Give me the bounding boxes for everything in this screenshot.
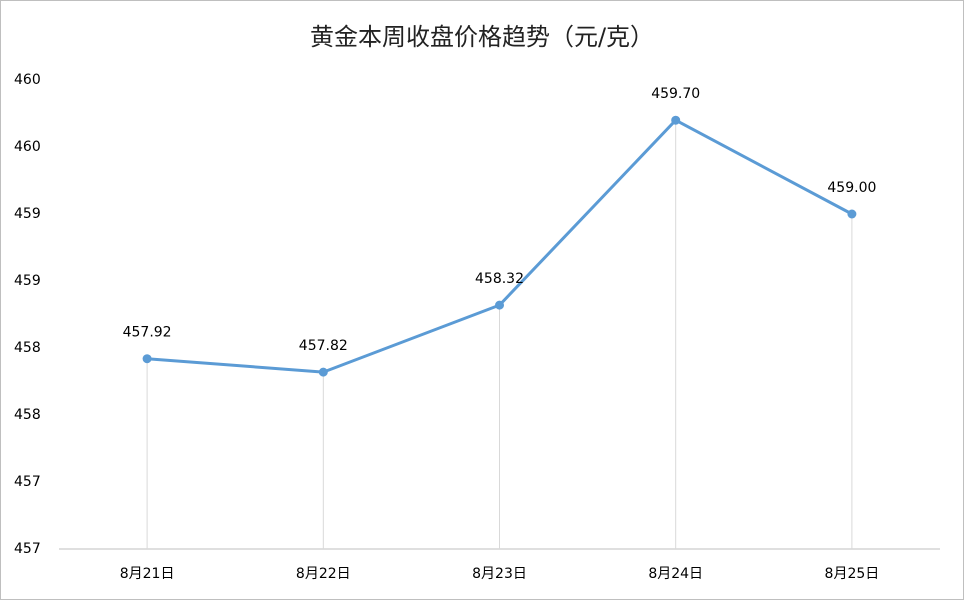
x-tick-label: 8月21日: [120, 566, 175, 582]
x-tick-label: 8月25日: [825, 566, 880, 582]
y-tick-label: 458: [14, 340, 41, 356]
y-tick-label: 457: [14, 541, 41, 557]
data-point: [142, 354, 152, 364]
data-point: [847, 209, 857, 219]
y-tick-label: 458: [14, 407, 41, 423]
data-point: [318, 367, 328, 377]
x-tick-label: 8月24日: [648, 566, 703, 582]
data-label: 457.92: [123, 325, 172, 341]
x-tick-label: 8月23日: [472, 566, 527, 582]
x-tick-label: 8月22日: [296, 566, 351, 582]
y-tick-label: 460: [14, 72, 41, 88]
data-label: 459.70: [651, 86, 700, 102]
y-tick-label: 459: [14, 273, 41, 289]
chart-title: 黄金本周收盘价格趋势（元/克）: [310, 23, 654, 51]
data-point: [495, 300, 504, 310]
data-point: [671, 115, 681, 125]
y-tick-label: 459: [14, 206, 41, 222]
data-label: 459.00: [827, 180, 876, 196]
data-label: 457.82: [299, 338, 348, 354]
data-label: 458.32: [475, 271, 524, 287]
y-tick-label: 457: [14, 474, 41, 490]
y-tick-label: 460: [14, 139, 41, 155]
